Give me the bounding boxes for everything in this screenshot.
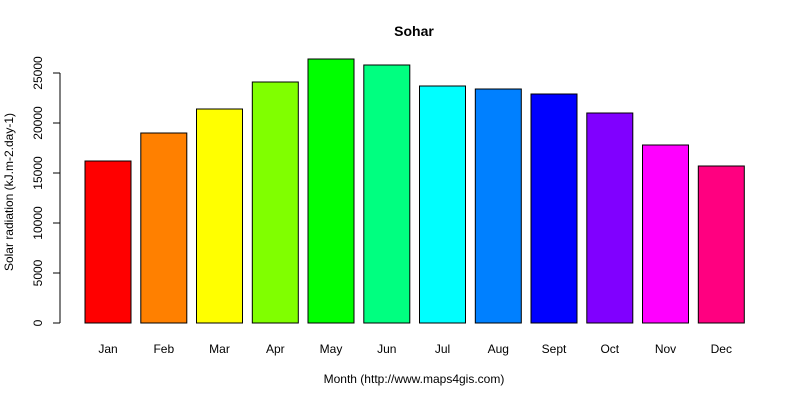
bar-oct [586, 112, 634, 324]
x-tick-label: Nov [655, 342, 676, 356]
bar-sept [530, 93, 578, 324]
chart-title: Sohar [394, 23, 434, 39]
y-tick-label: 10000 [31, 206, 45, 240]
bar-nov [642, 144, 689, 324]
y-tick-label: 20000 [31, 106, 45, 140]
y-tick-label: 0 [31, 319, 45, 326]
bar-feb [140, 132, 188, 324]
x-tick-label: Dec [711, 342, 732, 356]
y-tick-label: 15000 [31, 156, 45, 190]
x-tick-label: Jun [377, 342, 396, 356]
x-tick-label: Aug [488, 342, 509, 356]
y-axis-title: Solar radiation (kJ.m-2.day-1) [2, 113, 16, 271]
y-tick-label: 25000 [31, 56, 45, 90]
y-tick-label: 5000 [31, 259, 45, 286]
bars-group [84, 58, 745, 324]
bar-jul [419, 85, 466, 324]
bar-jan [84, 160, 132, 324]
x-axis-title: Month (http://www.maps4gis.com) [324, 372, 505, 386]
y-axis: 0 5000 10000 15000 20000 25000 [31, 56, 61, 326]
x-tick-label: Apr [266, 342, 285, 356]
bar-may [307, 58, 355, 324]
x-tick-label: May [320, 342, 343, 356]
x-tick-label: Jul [435, 342, 450, 356]
bar-jun [363, 64, 411, 324]
x-tick-label: Jan [98, 342, 117, 356]
x-axis-labels: Jan Feb Mar Apr May Jun Jul Aug Sept Oct Nov Dec [98, 342, 732, 356]
x-tick-label: Oct [600, 342, 619, 356]
bar-dec [697, 165, 745, 324]
bar-aug [474, 88, 522, 324]
x-tick-label: Feb [153, 342, 174, 356]
x-tick-label: Sept [542, 342, 567, 356]
bar-apr [251, 81, 299, 324]
bar-mar [196, 108, 243, 324]
x-tick-label: Mar [209, 342, 230, 356]
